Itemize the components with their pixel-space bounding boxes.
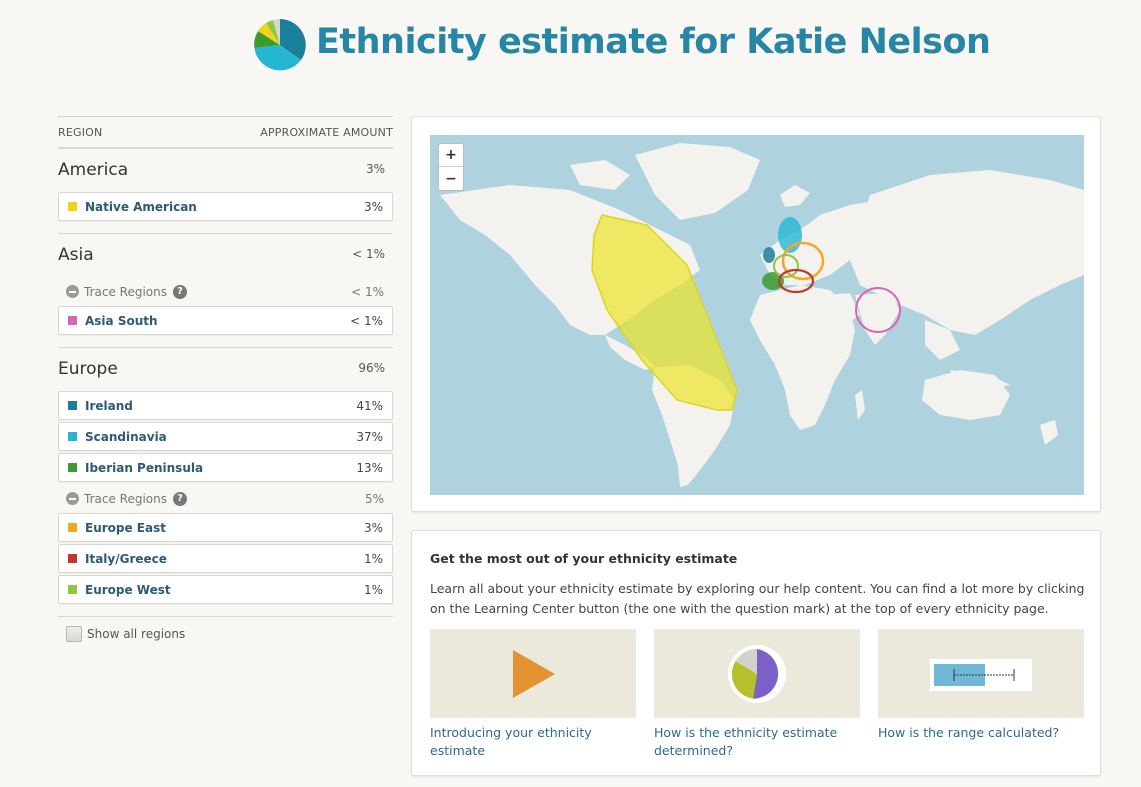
range-bar-icon xyxy=(930,659,1032,691)
ethnicity-name: Italy/Greece xyxy=(85,551,167,566)
region-name: Europe xyxy=(58,359,118,379)
zoom-in-button[interactable]: + xyxy=(439,144,463,167)
show-all-label: Show all regions xyxy=(87,627,186,641)
page-header: Ethnicity estimate for Katie Nelson xyxy=(0,14,1141,78)
tile-link[interactable]: How is the range calculated? xyxy=(878,725,1060,740)
region-europe: Europe 96% Ireland 41% Scandinavia 37% I… xyxy=(58,348,393,617)
color-swatch xyxy=(68,463,77,472)
ethnicity-percent: 41% xyxy=(356,398,383,413)
color-swatch xyxy=(68,523,77,532)
color-swatch xyxy=(68,401,77,410)
color-swatch xyxy=(68,202,77,211)
ethnicity-percent: 37% xyxy=(356,429,383,444)
trace-label: Trace Regions xyxy=(84,491,167,506)
ethnicity-name: Europe West xyxy=(85,582,171,597)
tile-thumbnail[interactable] xyxy=(878,629,1084,718)
ethnicity-name: Europe East xyxy=(85,520,166,535)
trace-label: Trace Regions xyxy=(84,284,167,299)
region-asia: Asia < 1% Trace Regions? < 1% Asia South… xyxy=(58,234,393,348)
ethnicity-item-ireland[interactable]: Ireland 41% xyxy=(58,391,393,420)
ethnicity-name: Native American xyxy=(85,199,197,214)
ethnicity-item-europe-west[interactable]: Europe West 1% xyxy=(58,575,393,604)
tile-thumbnail[interactable] xyxy=(430,629,636,718)
tile-link[interactable]: How is the ethnicity estimate determined… xyxy=(654,725,838,758)
color-swatch xyxy=(68,432,77,441)
ethnicity-item-scandinavia[interactable]: Scandinavia 37% xyxy=(58,422,393,451)
trace-regions-toggle[interactable]: Trace Regions? < 1% xyxy=(58,277,393,306)
ethnicity-percent: 13% xyxy=(356,460,383,475)
region-column-header: REGION xyxy=(58,125,103,139)
tile-thumbnail[interactable] xyxy=(654,629,860,718)
region-percent: 96% xyxy=(358,361,385,375)
trace-percent: 5% xyxy=(364,491,384,506)
ethnicity-percent: 3% xyxy=(363,199,383,214)
ethnicity-name: Asia South xyxy=(85,313,158,328)
pie-chart-icon xyxy=(728,645,786,703)
show-all-regions-checkbox[interactable]: Show all regions xyxy=(58,626,393,642)
ethnicity-name: Iberian Peninsula xyxy=(85,460,204,475)
ethnicity-item-native-american[interactable]: Native American 3% xyxy=(58,192,393,221)
amount-column-header: APPROXIMATE AMOUNT xyxy=(260,125,393,139)
ethnicity-name: Ireland xyxy=(85,398,133,413)
ethnicity-percent: 1% xyxy=(363,582,383,597)
ethnicity-item-iberian-peninsula[interactable]: Iberian Peninsula 13% xyxy=(58,453,393,482)
ethnicity-percent: < 1% xyxy=(350,313,383,328)
ethnicity-pie-icon xyxy=(253,18,307,72)
collapse-icon xyxy=(66,285,79,298)
help-icon[interactable]: ? xyxy=(172,284,187,299)
page-title: Ethnicity estimate for Katie Nelson xyxy=(316,22,991,62)
region-percent: < 1% xyxy=(352,247,385,261)
color-swatch xyxy=(68,585,77,594)
zoom-out-button[interactable]: − xyxy=(445,170,457,187)
map-card: + − xyxy=(411,116,1101,512)
help-tile-video[interactable]: Introducing your ethnicity estimate xyxy=(430,629,636,760)
zoom-controls: + − xyxy=(438,143,464,191)
help-tile-estimate[interactable]: How is the ethnicity estimate determined… xyxy=(654,629,860,760)
help-card: Get the most out of your ethnicity estim… xyxy=(411,530,1101,776)
trace-regions-toggle[interactable]: Trace Regions? 5% xyxy=(58,484,393,513)
play-icon xyxy=(513,650,555,698)
help-title: Get the most out of your ethnicity estim… xyxy=(430,551,738,566)
ethnicity-map[interactable]: + − xyxy=(430,135,1084,495)
color-swatch xyxy=(68,316,77,325)
region-america: America 3% Native American 3% xyxy=(58,149,393,234)
color-swatch xyxy=(68,554,77,563)
ethnicity-item-asia-south[interactable]: Asia South < 1% xyxy=(58,306,393,335)
region-name: America xyxy=(58,160,129,180)
trace-percent: < 1% xyxy=(351,284,384,299)
ethnicity-table: REGION APPROXIMATE AMOUNT America 3% Nat… xyxy=(58,116,393,642)
ethnicity-percent: 3% xyxy=(363,520,383,535)
help-tile-range[interactable]: How is the range calculated? xyxy=(878,629,1084,742)
ethnicity-name: Scandinavia xyxy=(85,429,167,444)
checkbox-icon[interactable] xyxy=(66,626,82,642)
help-body: Learn all about your ethnicity estimate … xyxy=(430,581,1085,616)
ethnicity-item-italy-greece[interactable]: Italy/Greece 1% xyxy=(58,544,393,573)
region-name: Asia xyxy=(58,245,94,265)
ethnicity-item-europe-east[interactable]: Europe East 3% xyxy=(58,513,393,542)
world-map-graphic xyxy=(440,143,1084,487)
help-icon[interactable]: ? xyxy=(172,491,187,506)
collapse-icon xyxy=(66,492,79,505)
table-header: REGION APPROXIMATE AMOUNT xyxy=(58,116,393,149)
region-percent: 3% xyxy=(365,162,385,176)
tile-link[interactable]: Introducing your ethnicity estimate xyxy=(430,725,592,758)
ethnicity-percent: 1% xyxy=(363,551,383,566)
